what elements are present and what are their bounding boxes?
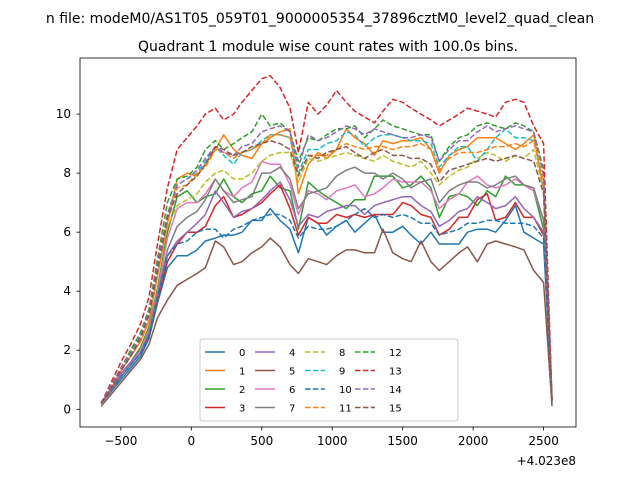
series-line-3: [100, 184, 553, 404]
x-tick-label: 2000: [458, 434, 489, 448]
chart-title: Quadrant 1 module wise count rates with …: [138, 39, 518, 55]
x-tick-label: 1000: [317, 434, 348, 448]
series-line-8: [100, 148, 553, 404]
series-line-5: [100, 228, 553, 407]
series-line-10: [100, 207, 553, 404]
series-line-7: [100, 166, 553, 404]
series-line-4: [100, 181, 553, 404]
chart-suptitle: n file: modeM0/AS1T05_059T01_9000005354_…: [46, 11, 594, 27]
x-tick-label: 1500: [387, 434, 418, 448]
y-tick-label: 10: [56, 107, 71, 121]
legend-label-12: 12: [389, 348, 402, 359]
series-line-2: [100, 175, 553, 404]
y-tick-label: 6: [63, 225, 71, 239]
x-offset-label: +4.023e8: [517, 454, 576, 468]
x-tick-label: 500: [250, 434, 273, 448]
legend-label-4: 4: [289, 348, 295, 359]
x-tick-label: 0: [187, 434, 195, 448]
series-layer: [100, 74, 553, 407]
y-tick-label: 2: [63, 343, 71, 357]
series-line-13: [100, 74, 553, 404]
series-line-14: [100, 125, 553, 404]
legend-label-13: 13: [389, 367, 402, 378]
legend-label-5: 5: [289, 367, 295, 378]
legend-label-2: 2: [239, 385, 245, 396]
x-tick-label: −500: [104, 434, 137, 448]
legend-label-8: 8: [339, 348, 345, 359]
legend-label-3: 3: [239, 404, 245, 415]
legend-label-15: 15: [389, 404, 402, 415]
series-line-12: [100, 113, 553, 404]
legend-label-10: 10: [339, 385, 352, 396]
legend-box: [199, 338, 459, 422]
legend-label-1: 1: [239, 367, 245, 378]
legend-label-11: 11: [339, 404, 352, 415]
legend-label-7: 7: [289, 404, 295, 415]
legend-label-14: 14: [389, 385, 402, 396]
legend-label-0: 0: [239, 348, 245, 359]
legend-label-6: 6: [289, 385, 295, 396]
series-line-11: [100, 134, 553, 404]
series-line-15: [100, 139, 553, 404]
y-tick-label: 0: [63, 402, 71, 416]
series-line-6: [100, 160, 553, 404]
legend-label-9: 9: [339, 367, 345, 378]
axes-frame: [79, 57, 577, 428]
x-tick-label: 2500: [528, 434, 559, 448]
series-line-0: [100, 204, 553, 404]
y-tick-label: 8: [63, 166, 71, 180]
y-tick-label: 4: [63, 284, 71, 298]
